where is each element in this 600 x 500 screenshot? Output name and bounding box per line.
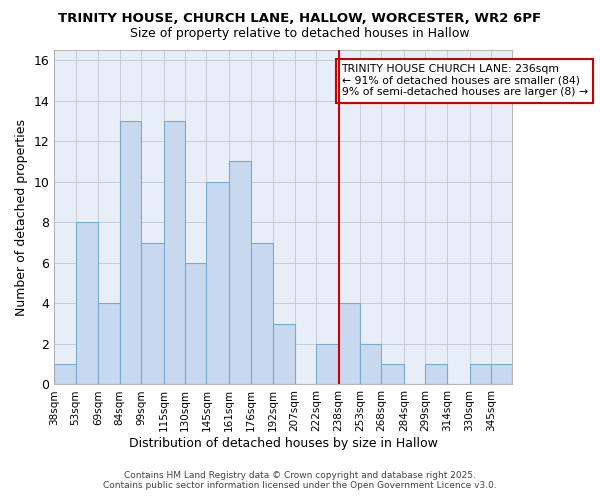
- Bar: [382, 364, 404, 384]
- Text: Contains HM Land Registry data © Crown copyright and database right 2025.
Contai: Contains HM Land Registry data © Crown c…: [103, 470, 497, 490]
- Bar: [185, 263, 206, 384]
- Bar: [316, 344, 338, 385]
- Y-axis label: Number of detached properties: Number of detached properties: [15, 118, 28, 316]
- Bar: [54, 364, 76, 384]
- Bar: [164, 121, 185, 384]
- Bar: [76, 222, 98, 384]
- Bar: [470, 364, 491, 384]
- Bar: [273, 324, 295, 384]
- Bar: [360, 344, 382, 385]
- Bar: [338, 304, 360, 384]
- Bar: [229, 162, 251, 384]
- Bar: [206, 182, 229, 384]
- Bar: [251, 242, 273, 384]
- Bar: [120, 121, 141, 384]
- Text: Size of property relative to detached houses in Hallow: Size of property relative to detached ho…: [130, 28, 470, 40]
- X-axis label: Distribution of detached houses by size in Hallow: Distribution of detached houses by size …: [129, 437, 437, 450]
- Text: TRINITY HOUSE, CHURCH LANE, HALLOW, WORCESTER, WR2 6PF: TRINITY HOUSE, CHURCH LANE, HALLOW, WORC…: [58, 12, 542, 26]
- Bar: [141, 242, 164, 384]
- Bar: [425, 364, 447, 384]
- Bar: [98, 304, 120, 384]
- Text: TRINITY HOUSE CHURCH LANE: 236sqm
← 91% of detached houses are smaller (84)
9% o: TRINITY HOUSE CHURCH LANE: 236sqm ← 91% …: [341, 64, 587, 98]
- Bar: [491, 364, 512, 384]
